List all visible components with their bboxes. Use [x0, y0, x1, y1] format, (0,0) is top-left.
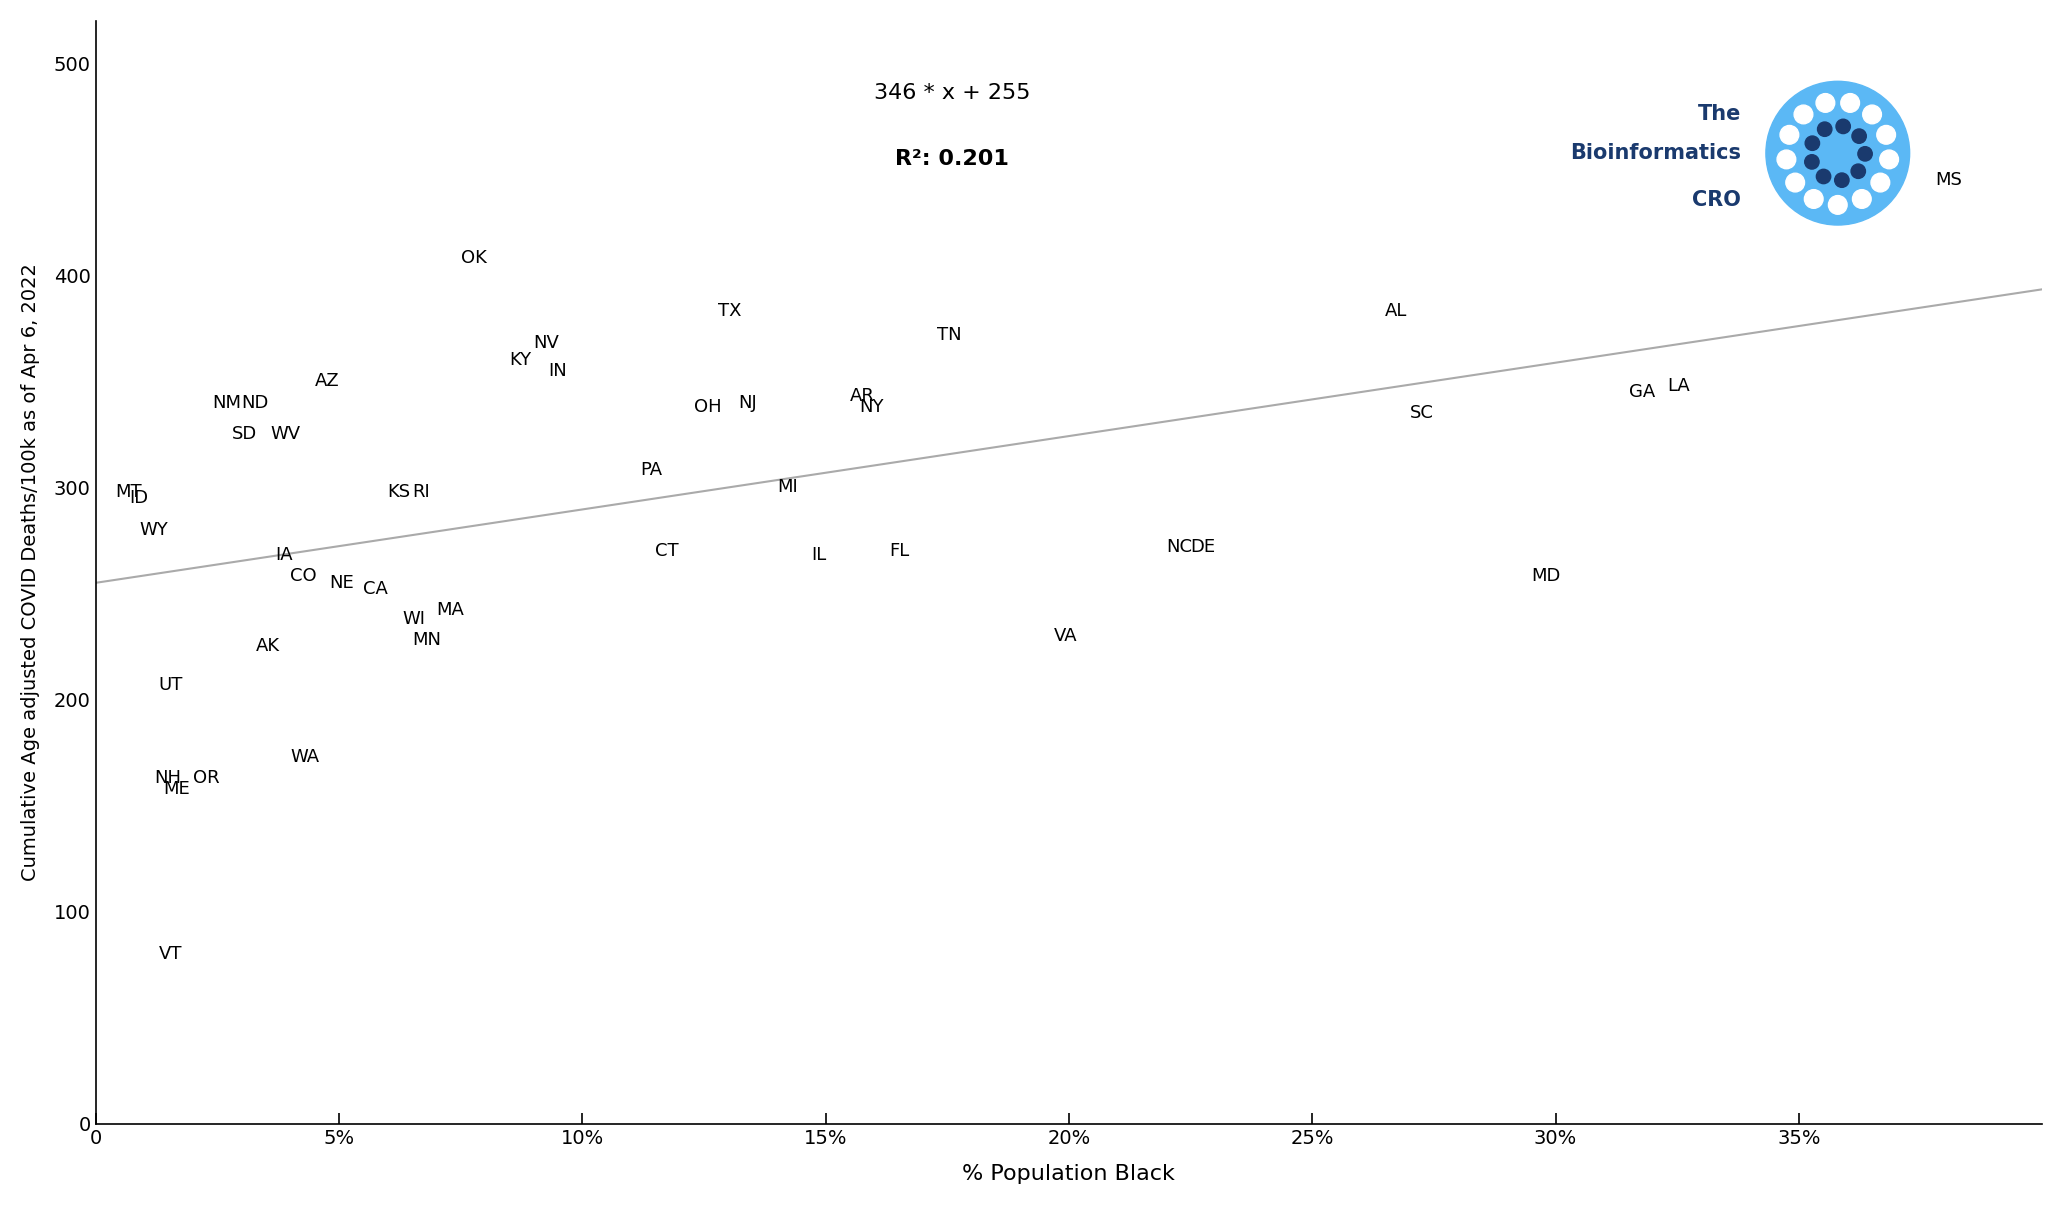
Text: NJ: NJ	[739, 394, 757, 412]
Text: MN: MN	[413, 631, 441, 649]
Text: CA: CA	[363, 580, 388, 598]
Text: Bioinformatics: Bioinformatics	[1570, 143, 1741, 163]
Text: NH: NH	[155, 769, 182, 787]
Text: CO: CO	[291, 568, 318, 586]
Circle shape	[1780, 125, 1799, 145]
Text: GA: GA	[1628, 383, 1655, 401]
Text: TX: TX	[718, 302, 743, 321]
Text: PA: PA	[642, 462, 662, 480]
Text: NV: NV	[534, 334, 559, 352]
Text: WI: WI	[402, 610, 425, 628]
Text: AK: AK	[256, 637, 281, 656]
Text: MT: MT	[116, 483, 142, 500]
Circle shape	[1818, 122, 1832, 136]
Text: KY: KY	[510, 351, 532, 369]
Circle shape	[1877, 125, 1896, 145]
Text: AZ: AZ	[314, 372, 338, 390]
Circle shape	[1787, 174, 1805, 192]
Circle shape	[1836, 119, 1851, 134]
Circle shape	[1776, 151, 1795, 169]
Text: ID: ID	[130, 489, 149, 507]
Text: MD: MD	[1531, 568, 1560, 586]
Text: WV: WV	[270, 425, 301, 443]
Text: UT: UT	[159, 676, 184, 694]
Circle shape	[1863, 105, 1881, 124]
Circle shape	[1879, 151, 1898, 169]
Text: VT: VT	[159, 945, 182, 963]
Circle shape	[1805, 154, 1820, 169]
Text: OH: OH	[693, 398, 722, 416]
Text: LA: LA	[1667, 377, 1690, 394]
Text: MI: MI	[778, 478, 798, 496]
Circle shape	[1859, 147, 1873, 161]
Circle shape	[1871, 174, 1890, 192]
Text: DE: DE	[1190, 537, 1215, 556]
Y-axis label: Cumulative Age adjusted COVID Deaths/100k as of Apr 6, 2022: Cumulative Age adjusted COVID Deaths/100…	[21, 264, 39, 881]
Text: NC: NC	[1166, 537, 1192, 556]
Circle shape	[1766, 81, 1910, 225]
Text: IN: IN	[549, 362, 567, 380]
Text: CRO: CRO	[1692, 190, 1741, 210]
Text: ME: ME	[163, 780, 190, 798]
Text: NE: NE	[330, 574, 355, 592]
Text: KS: KS	[388, 483, 411, 500]
Text: WY: WY	[140, 521, 167, 539]
Circle shape	[1815, 94, 1834, 112]
Text: VA: VA	[1054, 627, 1077, 645]
Text: ND: ND	[241, 394, 268, 412]
Text: CT: CT	[656, 542, 679, 560]
Circle shape	[1834, 174, 1848, 187]
Text: The: The	[1698, 104, 1741, 124]
Circle shape	[1805, 136, 1820, 151]
Text: OK: OK	[460, 249, 487, 268]
Text: AR: AR	[850, 387, 875, 405]
X-axis label: % Population Black: % Population Black	[963, 1164, 1176, 1185]
Text: MS: MS	[1935, 171, 1962, 189]
Text: TN: TN	[937, 325, 961, 343]
Circle shape	[1828, 195, 1846, 214]
Circle shape	[1805, 189, 1824, 208]
Text: NM: NM	[212, 394, 241, 412]
Text: IA: IA	[276, 546, 293, 564]
Circle shape	[1853, 189, 1871, 208]
Text: NY: NY	[860, 398, 885, 416]
Text: OR: OR	[194, 769, 219, 787]
Circle shape	[1853, 129, 1867, 143]
Text: AL: AL	[1384, 302, 1407, 321]
Text: FL: FL	[889, 542, 910, 560]
Text: SD: SD	[231, 425, 258, 443]
Text: MA: MA	[435, 601, 464, 619]
Circle shape	[1815, 169, 1830, 183]
Text: WA: WA	[291, 748, 320, 765]
Text: R²: 0.201: R²: 0.201	[895, 148, 1009, 169]
Text: IL: IL	[811, 546, 825, 564]
Circle shape	[1840, 94, 1859, 112]
Circle shape	[1795, 105, 1813, 124]
Text: SC: SC	[1409, 404, 1434, 422]
Circle shape	[1851, 164, 1865, 178]
Text: RI: RI	[413, 483, 429, 500]
Text: 346 * x + 255: 346 * x + 255	[875, 82, 1029, 102]
